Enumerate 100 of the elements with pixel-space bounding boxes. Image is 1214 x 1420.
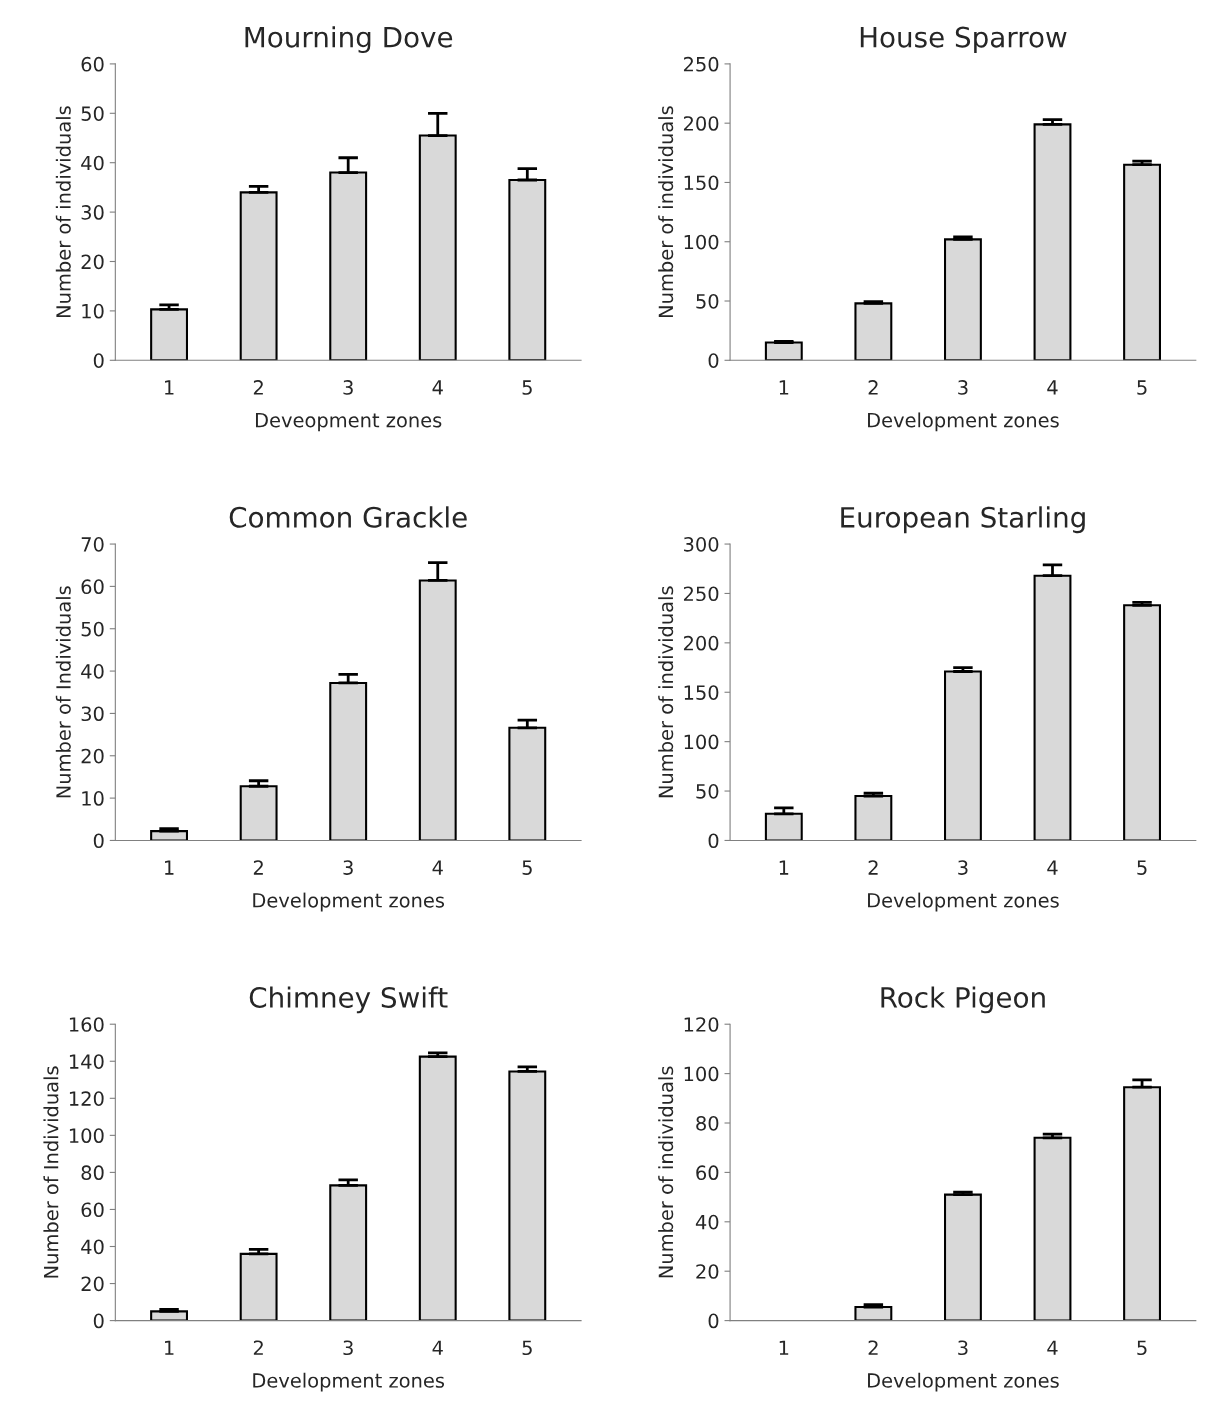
x-axis-title: Development zones — [868, 892, 1059, 912]
chart-title: Chimney Swift — [249, 986, 448, 1014]
bar — [418, 1055, 457, 1321]
bar — [943, 238, 982, 361]
x-tick-label: 1 — [165, 1340, 174, 1355]
y-tick-label: 200 — [683, 635, 719, 651]
y-tick-label: 60 — [81, 579, 104, 595]
x-tick-label: 1 — [779, 380, 789, 395]
x-tick-label: 4 — [432, 380, 443, 395]
x-tick-label: 4 — [432, 1340, 443, 1355]
y-tick-label: 0 — [93, 1313, 104, 1329]
x-tick-label: 5 — [1137, 1340, 1147, 1356]
x-tick-label: 5 — [522, 1340, 532, 1356]
bar — [329, 171, 368, 361]
x-axis-title: Development zones — [253, 1372, 445, 1392]
y-tick-label: 40 — [81, 155, 104, 171]
y-tick-label: 10 — [82, 303, 104, 319]
bar — [1123, 604, 1162, 841]
bar — [418, 134, 457, 361]
x-tick-label: 4 — [1047, 860, 1058, 875]
y-tick-label: 40 — [81, 664, 104, 679]
y-tick-label: 200 — [683, 116, 719, 131]
y-axis-title: Number of Individuals — [43, 1066, 59, 1278]
x-tick-label: 1 — [779, 1340, 789, 1355]
y-axis-title: Number of individuals — [658, 106, 674, 318]
bar — [1033, 123, 1072, 361]
bar — [1123, 1086, 1162, 1321]
y-tick-label: 250 — [683, 586, 719, 602]
y-tick-label: 20 — [81, 1276, 104, 1292]
bar — [943, 670, 982, 841]
y-axis-title: Number of individuals — [658, 1066, 674, 1278]
y-tick-label: 0 — [93, 353, 104, 368]
x-tick-label: 1 — [165, 860, 174, 875]
x-tick-label: 3 — [343, 860, 353, 875]
x-tick-label: 4 — [432, 860, 443, 875]
y-tick-label: 80 — [696, 1115, 719, 1131]
y-tick-label: 100 — [684, 1066, 719, 1082]
chart-title: House Sparrow — [860, 26, 1067, 54]
y-axis-title: Number of individuals — [658, 586, 674, 798]
y-tick-label: 50 — [696, 784, 719, 799]
y-tick-label: 20 — [81, 254, 104, 270]
x-tick-label: 3 — [343, 380, 353, 395]
y-tick-label: 80 — [81, 1165, 104, 1181]
bar — [1033, 1136, 1072, 1321]
y-tick-label: 0 — [93, 833, 104, 849]
x-tick-label: 5 — [1137, 860, 1147, 875]
bar — [854, 302, 893, 361]
y-tick-label: 250 — [683, 56, 719, 72]
x-axis-title: Development zones — [868, 412, 1059, 432]
bar — [1033, 574, 1072, 841]
bar — [1123, 163, 1162, 361]
y-tick-label: 100 — [69, 1128, 104, 1144]
y-tick-label: 120 — [69, 1091, 104, 1106]
y-tick-label: 140 — [69, 1054, 104, 1069]
y-tick-label: 0 — [708, 833, 719, 849]
bar — [239, 191, 278, 361]
y-tick-label: 30 — [81, 706, 104, 722]
bar — [508, 178, 547, 361]
bar — [508, 1070, 547, 1321]
bar — [239, 785, 278, 841]
x-tick-label: 3 — [958, 860, 968, 875]
chart-title: Rock Pigeon — [881, 986, 1045, 1014]
x-tick-label: 3 — [343, 1340, 353, 1356]
x-tick-label: 3 — [958, 1340, 968, 1356]
x-tick-label: 2 — [253, 380, 263, 395]
bar — [239, 1252, 278, 1321]
x-tick-label: 2 — [868, 380, 878, 395]
x-axis-title: Development zones — [253, 892, 445, 912]
y-tick-label: 60 — [696, 1165, 719, 1181]
y-tick-label: 150 — [684, 685, 719, 700]
bar — [329, 681, 368, 841]
y-axis-title: Number of individuals — [55, 106, 71, 318]
x-tick-label: 4 — [1047, 380, 1058, 395]
y-tick-label: 60 — [81, 1202, 104, 1218]
y-tick-label: 10 — [82, 791, 104, 806]
y-tick-label: 100 — [684, 734, 719, 750]
x-tick-label: 2 — [253, 860, 263, 875]
y-tick-label: 70 — [81, 537, 104, 552]
y-tick-label: 50 — [81, 106, 104, 121]
x-tick-label: 2 — [868, 1340, 878, 1355]
x-tick-label: 5 — [1137, 380, 1147, 395]
bar — [150, 308, 189, 361]
y-tick-label: 20 — [696, 1264, 719, 1279]
y-tick-label: 300 — [684, 537, 719, 552]
y-tick-label: 150 — [684, 175, 719, 191]
y-tick-label: 20 — [81, 748, 104, 764]
y-tick-label: 0 — [708, 353, 719, 368]
chart-title: Mourning Dove — [245, 26, 453, 54]
y-tick-label: 50 — [696, 293, 719, 309]
bar — [764, 341, 803, 361]
y-tick-label: 50 — [81, 621, 104, 637]
bar — [854, 1305, 893, 1321]
y-tick-label: 0 — [708, 1313, 719, 1329]
x-tick-label: 5 — [522, 860, 532, 875]
y-tick-label: 120 — [684, 1017, 719, 1032]
chart-title: Common Grackle — [229, 506, 467, 528]
y-tick-label: 40 — [695, 1214, 719, 1230]
x-axis-title: Development zones — [868, 1372, 1059, 1392]
bar — [329, 1184, 368, 1321]
y-tick-label: 160 — [69, 1017, 104, 1032]
